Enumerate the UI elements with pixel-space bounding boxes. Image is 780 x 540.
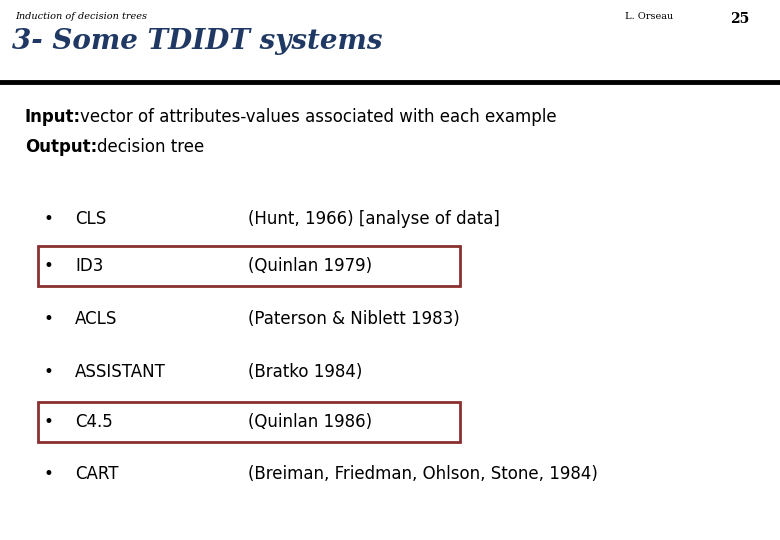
Text: (Quinlan 1979): (Quinlan 1979) bbox=[248, 257, 372, 275]
Text: Output:: Output: bbox=[25, 138, 98, 156]
Text: Input:: Input: bbox=[25, 108, 81, 126]
Text: vector of attributes-values associated with each example: vector of attributes-values associated w… bbox=[80, 108, 557, 126]
Text: ACLS: ACLS bbox=[75, 310, 117, 328]
Text: L. Orseau: L. Orseau bbox=[625, 12, 673, 21]
Text: C4.5: C4.5 bbox=[75, 413, 113, 431]
Text: CLS: CLS bbox=[75, 210, 106, 228]
Text: •: • bbox=[43, 363, 53, 381]
Text: •: • bbox=[43, 257, 53, 275]
Text: (Paterson & Niblett 1983): (Paterson & Niblett 1983) bbox=[248, 310, 459, 328]
Text: (Breiman, Friedman, Ohlson, Stone, 1984): (Breiman, Friedman, Ohlson, Stone, 1984) bbox=[248, 465, 598, 483]
Text: Induction of decision trees: Induction of decision trees bbox=[15, 12, 147, 21]
Text: CART: CART bbox=[75, 465, 119, 483]
Bar bbox=[38, 402, 460, 442]
Text: decision tree: decision tree bbox=[97, 138, 204, 156]
Text: •: • bbox=[43, 465, 53, 483]
Text: •: • bbox=[43, 413, 53, 431]
Text: (Bratko 1984): (Bratko 1984) bbox=[248, 363, 363, 381]
Text: ASSISTANT: ASSISTANT bbox=[75, 363, 166, 381]
Text: 3- Some TDIDT systems: 3- Some TDIDT systems bbox=[12, 28, 382, 55]
Bar bbox=[38, 246, 460, 286]
Text: (Quinlan 1986): (Quinlan 1986) bbox=[248, 413, 372, 431]
Text: •: • bbox=[43, 310, 53, 328]
Text: (Hunt, 1966) [analyse of data]: (Hunt, 1966) [analyse of data] bbox=[248, 210, 500, 228]
Text: ID3: ID3 bbox=[75, 257, 104, 275]
Text: •: • bbox=[43, 210, 53, 228]
Text: 25: 25 bbox=[730, 12, 750, 26]
